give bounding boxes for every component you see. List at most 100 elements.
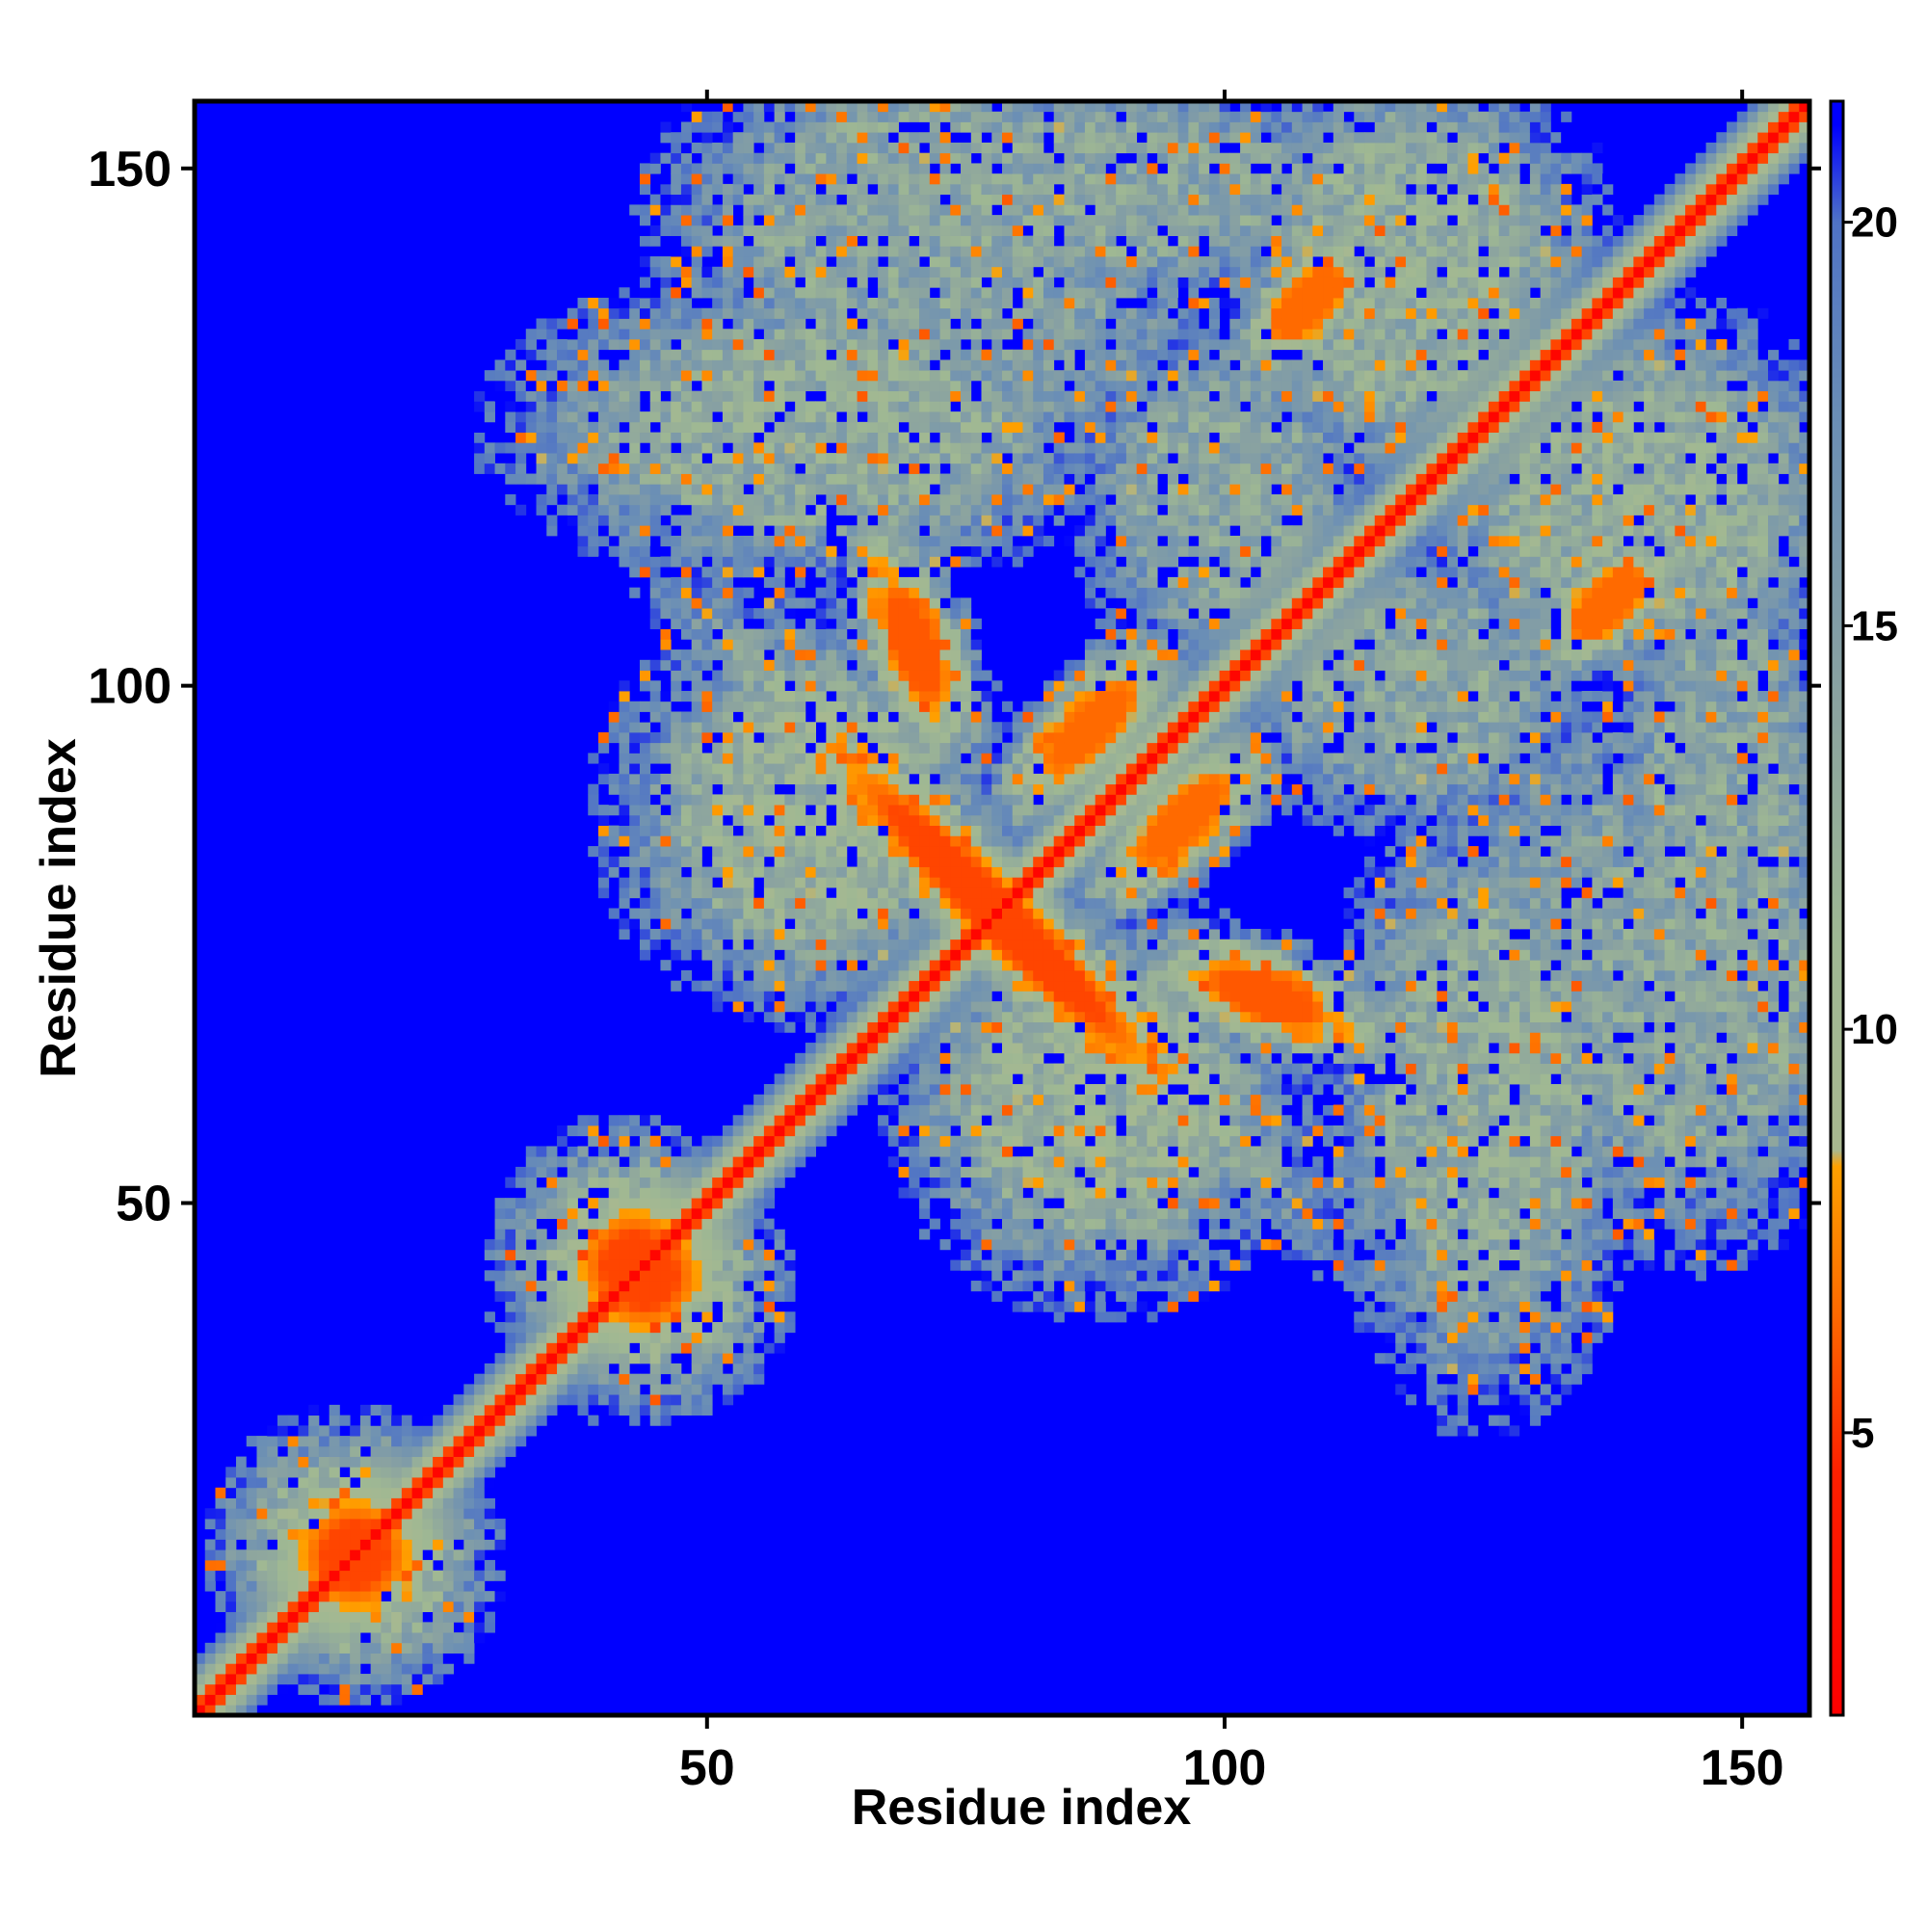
heatmap-cell — [639, 731, 651, 744]
heatmap-cell — [204, 1663, 216, 1675]
heatmap-cell — [970, 1146, 982, 1157]
heatmap-cell — [598, 877, 610, 888]
heatmap-cell — [950, 960, 962, 971]
heatmap-cell — [588, 515, 599, 526]
heatmap-cell — [805, 825, 817, 836]
heatmap-cell — [857, 515, 868, 526]
heatmap-cell — [557, 1198, 568, 1209]
heatmap-cell — [887, 1073, 899, 1085]
heatmap-cell — [878, 298, 889, 309]
heatmap-cell — [857, 163, 868, 174]
heatmap-cell — [701, 1135, 713, 1147]
heatmap-cell — [836, 680, 848, 692]
heatmap-cell — [846, 1084, 858, 1096]
heatmap-cell — [370, 1487, 382, 1498]
heatmap-cell — [422, 1415, 434, 1426]
heatmap-cell — [898, 183, 910, 196]
heatmap-cell — [671, 163, 682, 174]
heatmap-cell — [805, 960, 817, 971]
heatmap-cell — [649, 897, 661, 909]
heatmap-cell — [970, 1125, 982, 1137]
heatmap-cell — [763, 887, 776, 899]
heatmap-cell — [887, 887, 899, 899]
heatmap-cell — [598, 825, 610, 836]
heatmap-cell — [701, 691, 713, 702]
heatmap-cell — [1012, 991, 1023, 1002]
heatmap-cell — [784, 318, 796, 330]
heatmap-cell — [981, 163, 992, 174]
heatmap-cell — [753, 1115, 765, 1126]
heatmap-cell — [763, 928, 776, 940]
heatmap-cell — [567, 370, 578, 382]
heatmap-cell — [639, 545, 651, 557]
heatmap-cell — [970, 856, 982, 867]
heatmap-cell — [950, 421, 962, 433]
heatmap-cell — [691, 846, 702, 858]
heatmap-cell — [691, 670, 702, 681]
heatmap-cell — [887, 535, 899, 547]
heatmap-cell — [722, 825, 734, 836]
heatmap-cell — [919, 225, 931, 236]
heatmap-cell — [567, 1177, 578, 1188]
heatmap-cell — [649, 908, 661, 919]
heatmap-cell — [805, 277, 817, 288]
heatmap-cell — [981, 298, 992, 309]
heatmap-cell — [826, 318, 837, 330]
heatmap-cell — [743, 1011, 754, 1023]
heatmap-cell — [598, 856, 610, 867]
heatmap-cell — [619, 783, 630, 795]
heatmap-cell — [660, 556, 672, 568]
heatmap-cell — [878, 805, 889, 816]
heatmap-cell — [867, 628, 879, 640]
heatmap-cell — [857, 753, 868, 764]
heatmap-cell — [359, 1683, 372, 1695]
heatmap-cell — [608, 1270, 620, 1282]
heatmap-cell — [898, 753, 910, 764]
heatmap-cell — [557, 1373, 568, 1385]
heatmap-cell — [753, 359, 765, 371]
heatmap-cell — [961, 670, 972, 681]
heatmap-cell — [639, 1281, 651, 1292]
heatmap-cell — [484, 1591, 495, 1602]
heatmap-cell — [712, 928, 724, 940]
heatmap-cell — [598, 1207, 610, 1220]
heatmap-cell — [826, 825, 837, 836]
heatmap-cell — [909, 991, 920, 1002]
heatmap-cell — [732, 277, 744, 288]
heatmap-cell — [991, 866, 1003, 878]
heatmap-cell — [753, 866, 765, 878]
heatmap-cell — [950, 307, 962, 319]
heatmap-cell — [577, 307, 589, 319]
heatmap-cell — [743, 194, 754, 205]
heatmap-cell — [691, 918, 702, 930]
heatmap-cell — [878, 225, 889, 236]
heatmap-cell — [1002, 235, 1014, 247]
heatmap-cell — [919, 835, 931, 847]
heatmap-cell — [774, 897, 785, 909]
heatmap-cell — [815, 359, 827, 371]
heatmap-cell — [629, 814, 641, 827]
heatmap-cell — [732, 298, 744, 309]
heatmap-cell — [961, 1104, 972, 1116]
heatmap-cell — [588, 298, 599, 309]
heatmap-cell — [961, 432, 972, 443]
heatmap-cell — [712, 432, 724, 443]
heatmap-cell — [619, 722, 630, 733]
heatmap-cell — [1002, 535, 1014, 547]
heatmap-cell — [919, 183, 931, 196]
heatmap-cell — [639, 928, 651, 940]
heatmap-cell — [701, 825, 713, 836]
heatmap-cell — [691, 639, 702, 650]
heatmap-cell — [795, 183, 806, 196]
heatmap-cell — [867, 866, 879, 878]
heatmap-cell — [546, 1404, 558, 1416]
heatmap-cell — [784, 183, 796, 196]
heatmap-cell — [970, 556, 982, 568]
heatmap-cell — [795, 701, 806, 712]
heatmap-cell — [649, 225, 661, 236]
heatmap-cell — [909, 246, 920, 257]
heatmap-cell — [950, 411, 962, 423]
heatmap-cell — [639, 825, 651, 836]
heatmap-cell — [484, 1456, 495, 1468]
heatmap-cell — [919, 887, 931, 899]
